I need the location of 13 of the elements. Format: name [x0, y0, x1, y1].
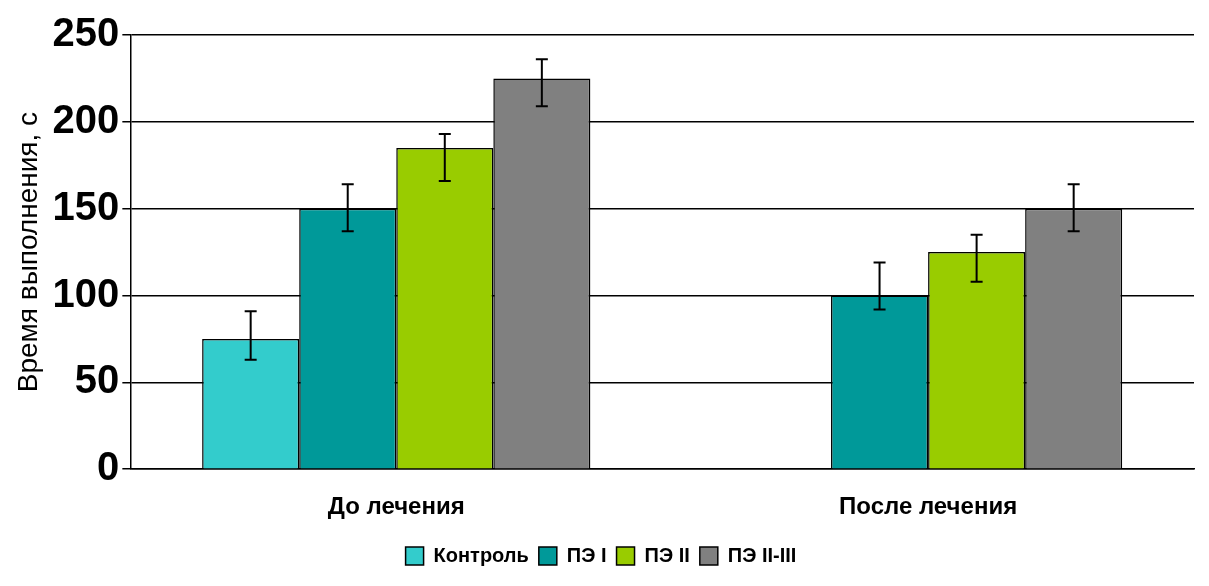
legend-label: ПЭ II [644, 543, 690, 566]
legend-label: ПЭ I [566, 543, 607, 566]
x-tick-label: До лечения [327, 492, 465, 520]
y-tick-label: 250 [52, 10, 120, 55]
y-tick-label: 100 [52, 270, 120, 315]
legend-label: Контроль [433, 543, 529, 566]
x-tick-label: После лечения [839, 492, 1018, 520]
y-tick-label: 150 [52, 183, 120, 228]
y-tick-label: 50 [74, 357, 120, 402]
legend-label: ПЭ II-III [727, 543, 797, 566]
y-axis-title: Время выполнения, с [11, 111, 43, 393]
y-tick-label: 0 [97, 444, 120, 489]
y-tick-label: 200 [52, 96, 120, 141]
